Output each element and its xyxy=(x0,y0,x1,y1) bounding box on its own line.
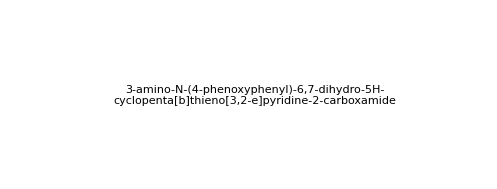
Text: 3-amino-N-(4-phenoxyphenyl)-6,7-dihydro-5H-
cyclopenta[b]thieno[3,2-e]pyridine-2: 3-amino-N-(4-phenoxyphenyl)-6,7-dihydro-… xyxy=(113,85,396,106)
